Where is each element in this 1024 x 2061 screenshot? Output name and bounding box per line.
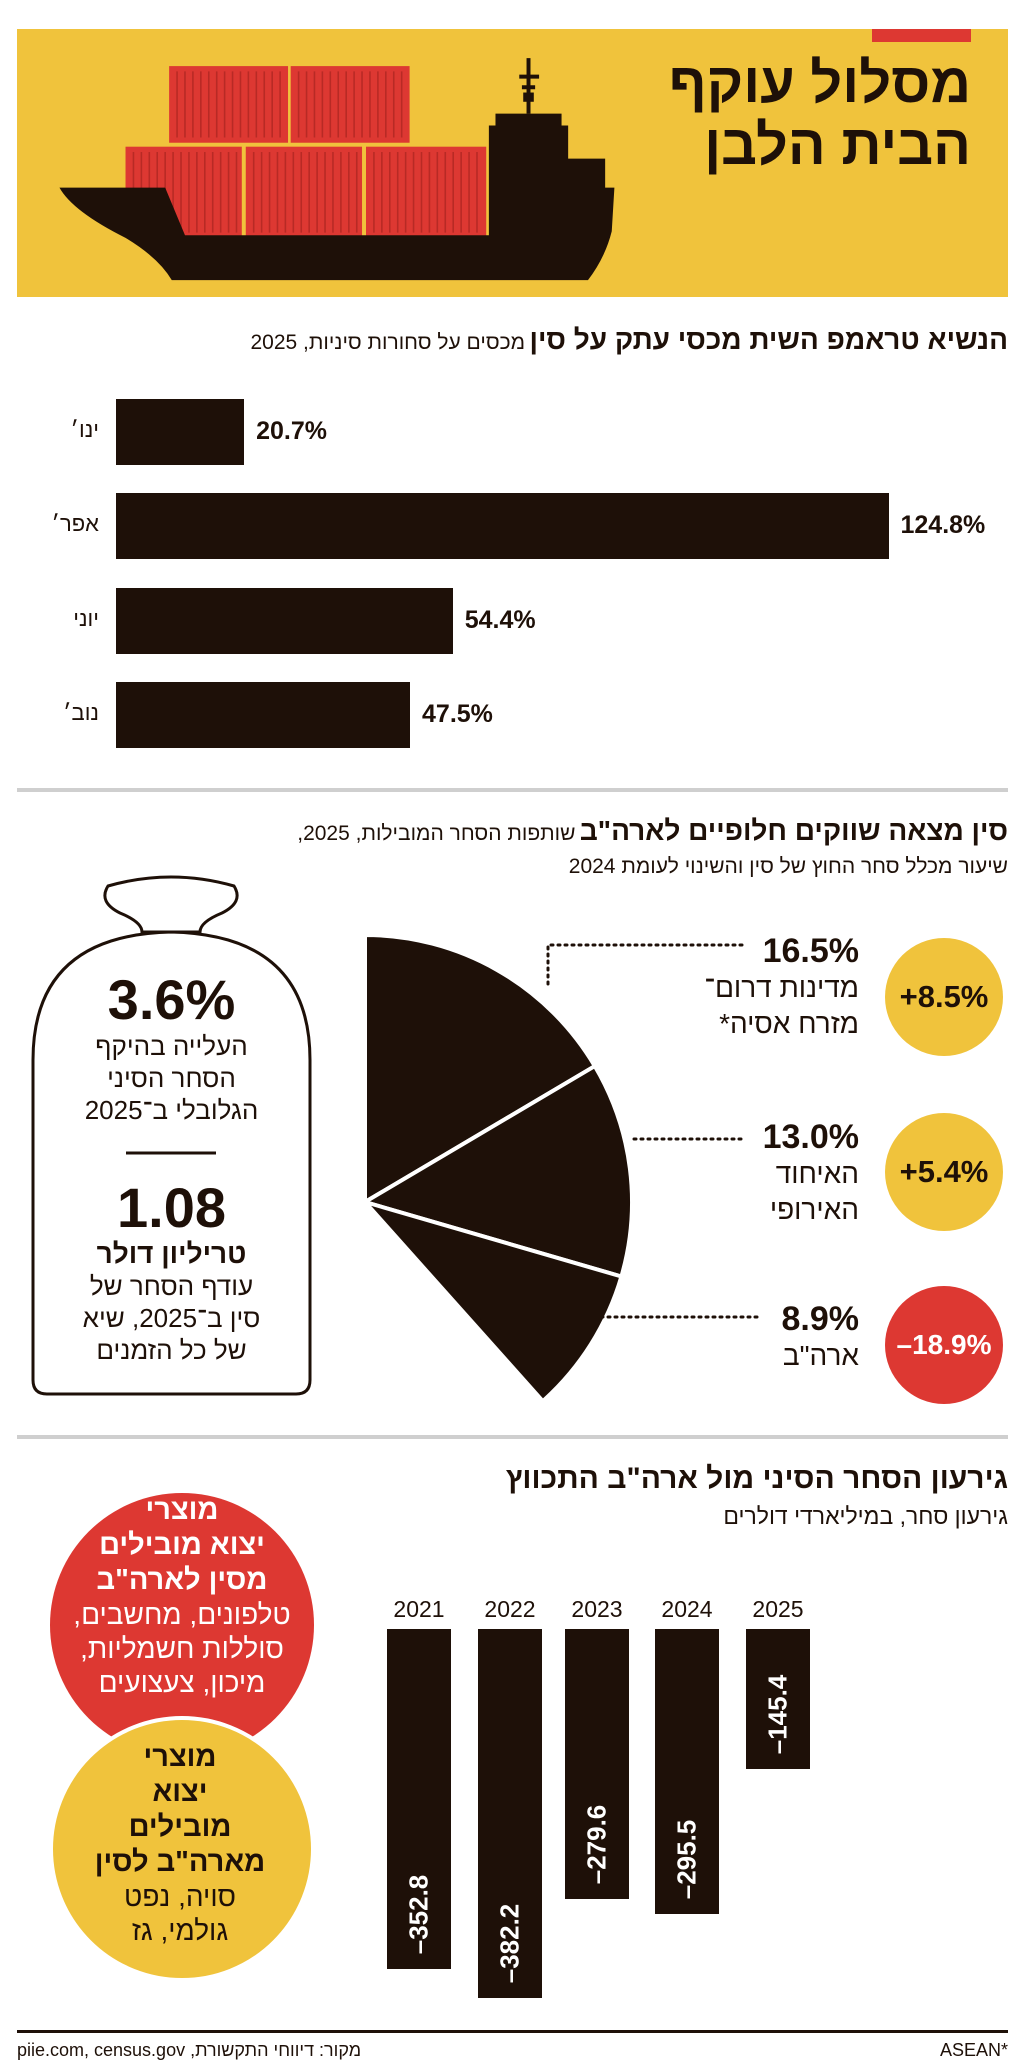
change-badge: +8.5% bbox=[885, 938, 1003, 1056]
product-list: מיכון, צעצועים bbox=[98, 1667, 266, 1698]
product-heading: יצוא מובילים bbox=[99, 1529, 265, 1561]
bar-value-label: 20.7% bbox=[256, 417, 328, 445]
year-label: 2022 bbox=[484, 1596, 536, 1622]
pie-slice bbox=[363, 1064, 634, 1279]
partners-heading: סין מצאה שווקים חלופיים לארה"ב שותפות הס… bbox=[297, 815, 1008, 847]
product-heading: מארה"ב לסין bbox=[94, 1846, 266, 1878]
slice-name: האיחוד bbox=[775, 1158, 859, 1189]
trade-surplus-unit: טריליון דולר bbox=[96, 1238, 247, 1269]
stat-text: של כל הזמנים bbox=[96, 1335, 247, 1365]
bar-category-label: אפר׳ bbox=[51, 511, 99, 536]
pie-slice bbox=[363, 1200, 624, 1404]
product-heading: מובילים bbox=[128, 1811, 232, 1843]
year-label: 2025 bbox=[752, 1596, 804, 1622]
footer-rule bbox=[17, 2030, 1008, 2033]
source-note: מקור: דיווחי התקשורת, piie.com, census.g… bbox=[17, 2040, 362, 2060]
year-label: 2023 bbox=[571, 1596, 623, 1622]
change-badge: +5.4% bbox=[885, 1113, 1003, 1231]
product-list: גולמי, גז bbox=[131, 1915, 229, 1946]
trade-surplus-stat: 1.08 טריליון דולר עודף הסחר של סין ב־202… bbox=[33, 1178, 310, 1366]
china-exports-circle bbox=[50, 1493, 314, 1757]
us-exports-circle bbox=[49, 1716, 315, 1982]
leader-line bbox=[546, 943, 748, 986]
bar-value-label: –382.2 bbox=[494, 1903, 525, 1984]
stat-text: הגלובלי ב־2025 bbox=[84, 1095, 259, 1125]
year-label: 2021 bbox=[393, 1596, 445, 1622]
pie-slice-label: 16.5% מדינות דרום־ מזרח אסיה* bbox=[704, 932, 859, 1042]
bar-value-label: –279.6 bbox=[581, 1804, 612, 1885]
bar bbox=[655, 1629, 719, 1915]
product-heading: מסין לארה"ב bbox=[96, 1564, 268, 1596]
bar-value-label: 47.5% bbox=[422, 700, 493, 728]
bar-category-label: נוב׳ bbox=[63, 700, 99, 725]
asean-footnote: ASEAN* bbox=[939, 2040, 1008, 2060]
slice-share: 16.5% bbox=[762, 932, 859, 970]
cargo-ship-illustration bbox=[59, 58, 615, 281]
trade-growth-stat: 3.6% העלייה בהיקף הסחר הסיני הגלובלי ב־2… bbox=[33, 970, 310, 1126]
section-divider bbox=[17, 1435, 1008, 1439]
bar-value-label: 54.4% bbox=[464, 606, 536, 634]
partners-subtitle-2: שיעור מכלל סחר החוץ של סין והשינוי לעומת… bbox=[568, 855, 1008, 878]
bar bbox=[116, 399, 245, 465]
stat-text: עודף הסחר של bbox=[89, 1271, 254, 1301]
pie-slice bbox=[363, 933, 597, 1204]
tariffs-subtitle: מכסים על סחורות סיניות, 2025 bbox=[250, 331, 526, 354]
year-label: 2024 bbox=[661, 1596, 713, 1622]
bar bbox=[478, 1629, 542, 1998]
bar bbox=[116, 588, 453, 654]
bar bbox=[116, 493, 889, 559]
slice-name: האירופי bbox=[769, 1194, 859, 1225]
product-heading: יצוא bbox=[152, 1776, 208, 1808]
stat-text: העלייה בהיקף bbox=[95, 1031, 248, 1061]
header-accent-bar bbox=[872, 29, 971, 42]
bar bbox=[565, 1629, 629, 1899]
page-title: מסלול עוקף הבית הלבן bbox=[669, 52, 971, 176]
stat-text: סין ב־2025, שיא bbox=[82, 1303, 261, 1333]
ship-mast bbox=[519, 58, 540, 114]
slice-name: מדינות דרום־ bbox=[704, 972, 859, 1003]
bar-value-label: –352.8 bbox=[403, 1875, 434, 1955]
bar-category-label: ינו׳ bbox=[70, 417, 99, 442]
bar bbox=[387, 1629, 451, 1970]
tariffs-heading: הנשיא טראמפ השית מכסי עתק על סין מכסים ע… bbox=[250, 324, 1008, 356]
slice-name: ארה"ב bbox=[782, 1340, 859, 1371]
trade-growth-value: 3.6% bbox=[107, 968, 236, 1031]
bar-value-label: 124.8% bbox=[900, 511, 986, 539]
bar-value-label: –295.5 bbox=[671, 1819, 702, 1900]
slice-share: 13.0% bbox=[762, 1118, 859, 1156]
partners-title: סין מצאה שווקים חלופיים לארה"ב bbox=[579, 815, 1008, 846]
bar-value-label: –145.4 bbox=[762, 1675, 793, 1755]
bar-category-label: יוני bbox=[73, 606, 99, 631]
partners-pie-chart bbox=[363, 933, 762, 1404]
change-badge: –18.9% bbox=[885, 1286, 1003, 1404]
product-heading: מוצרי bbox=[145, 1494, 219, 1526]
deficit-title: גירעון הסחר הסיני מול ארה"ב התכווץ bbox=[505, 1462, 1008, 1495]
product-list: סוללות חשמליות, bbox=[80, 1633, 284, 1664]
slice-name: מזרח אסיה* bbox=[719, 1008, 859, 1039]
bar bbox=[746, 1629, 810, 1770]
tariffs-title: הנשיא טראמפ השית מכסי עתק על סין bbox=[529, 324, 1008, 355]
section-divider bbox=[17, 788, 1008, 792]
title-line-1: מסלול עוקף bbox=[668, 51, 971, 114]
pie-slice-label: 13.0% האיחוד האירופי bbox=[763, 1118, 859, 1228]
pie-slice-label: 8.9% ארה"ב bbox=[782, 1300, 860, 1374]
bar bbox=[116, 682, 411, 748]
trade-surplus-value: 1.08 bbox=[117, 1176, 226, 1239]
product-heading: מוצרי bbox=[143, 1741, 217, 1773]
china-exports-text: מוצרי יצוא מובילים מסין לארה"ב טלפונים, … bbox=[52, 1493, 312, 1700]
money-bag-illustration bbox=[31, 875, 312, 1396]
partners-subtitle-1: שותפות הסחר המובילות, 2025, bbox=[297, 822, 576, 845]
product-list: טלפונים, מחשבים, bbox=[73, 1599, 291, 1630]
product-list: סויה, נפט bbox=[124, 1881, 236, 1912]
us-exports-text: מוצרי יצוא מובילים מארה"ב לסין סויה, נפט… bbox=[50, 1740, 310, 1948]
stat-text: הסחר הסיני bbox=[107, 1063, 236, 1093]
deficit-subtitle: גירעון סחר, במיליארדי דולרים bbox=[723, 1503, 1008, 1529]
title-line-2: הבית הלבן bbox=[704, 113, 971, 176]
slice-share: 8.9% bbox=[781, 1300, 860, 1338]
ship-hull bbox=[59, 113, 615, 281]
